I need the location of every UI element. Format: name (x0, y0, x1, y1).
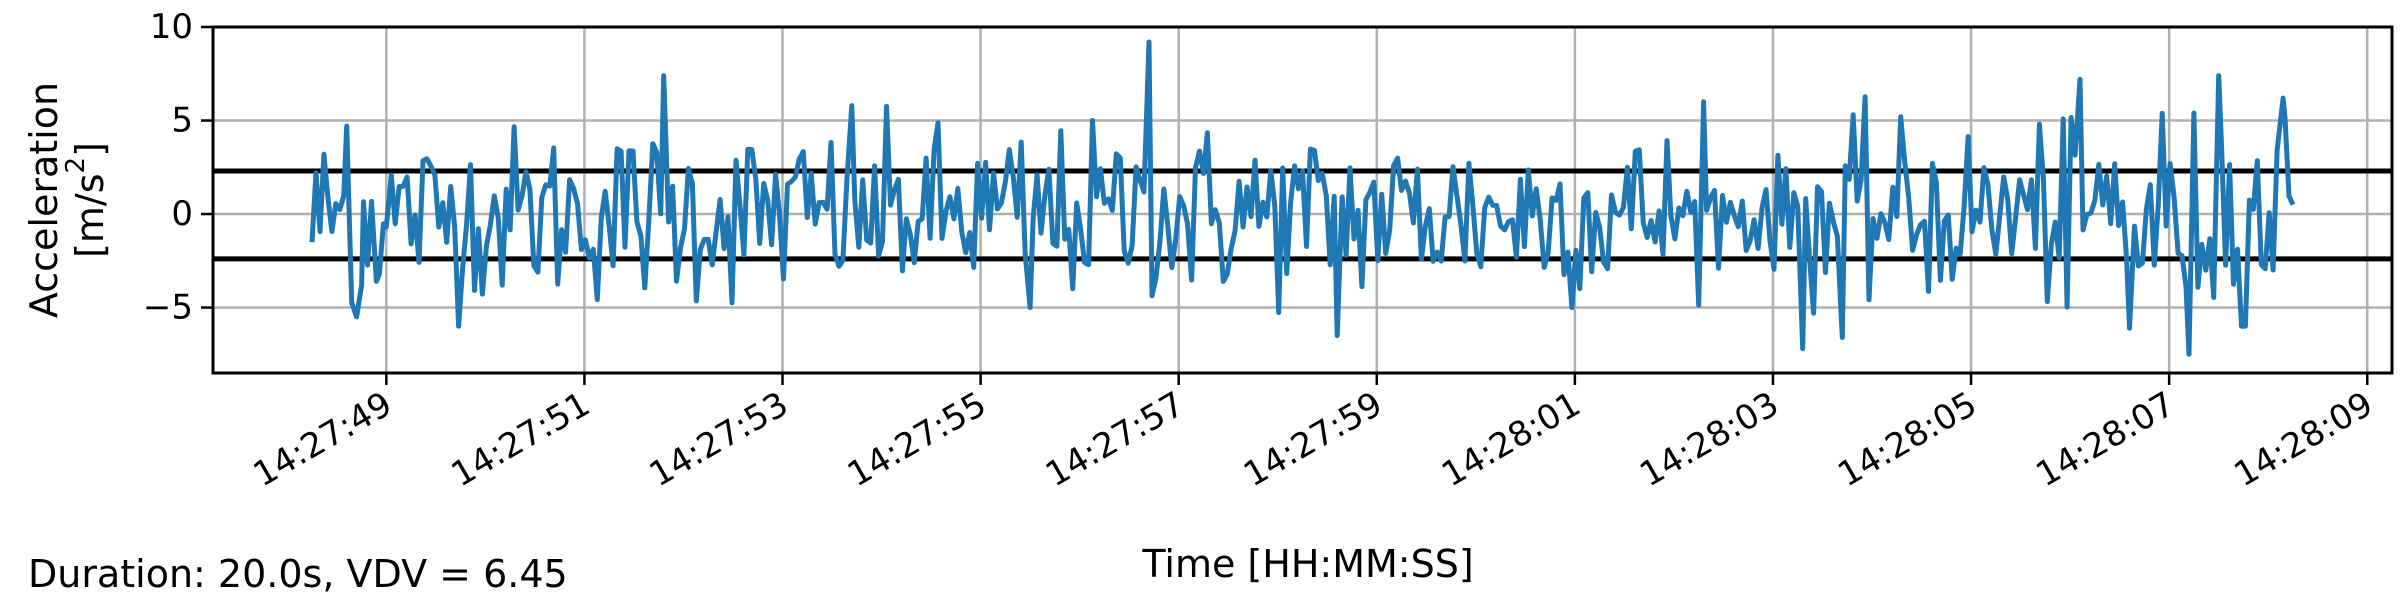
y-tick-label: 10 (150, 7, 193, 47)
axes (211, 25, 2394, 375)
x-tick-label: 14:27:51 (445, 384, 597, 495)
x-tick-label: 14:27:59 (1237, 384, 1389, 495)
x-ticks: 14:27:49 14:27:51 14:27:53 14:27:55 14:27:57… (247, 373, 2380, 495)
series-layer (309, 39, 2296, 357)
x-tick-label: 14:27:53 (643, 384, 795, 495)
duration-vdv-note: Duration: 20.0s, VDV = 6.45 (28, 552, 568, 596)
plot-frame (211, 25, 2394, 375)
x-tick-label: 14:27:49 (247, 384, 399, 495)
y-ticks: 10 5 0 −5 (143, 7, 213, 328)
y-tick-label: 5 (171, 101, 193, 141)
acceleration-series-line (309, 39, 2296, 357)
x-axis-label: Time [HH:MM:SS] (1141, 542, 1473, 586)
y-axis-label-line2: [m/s2] (61, 142, 112, 258)
x-tick-label: 14:27:55 (841, 384, 993, 495)
y-axis-label: Acceleration [m/s2] (22, 82, 112, 318)
y-axis-label-line1: Acceleration (22, 82, 66, 318)
x-tick-label: 14:27:57 (1039, 384, 1191, 495)
x-tick-label: 14:28:03 (1633, 384, 1785, 495)
y-tick-label: 0 (171, 194, 193, 234)
y-tick-label: −5 (143, 288, 193, 328)
x-tick-label: 14:28:05 (1831, 384, 1983, 495)
y-axis-label-unit: [m/s (68, 173, 112, 257)
y-axis-label-exponent: 2 (61, 157, 91, 174)
y-axis-label-close: ] (68, 142, 112, 157)
x-tick-label: 14:28:01 (1435, 384, 1587, 495)
x-tick-label: 14:28:07 (2029, 384, 2181, 495)
x-tick-label: 14:28:09 (2227, 384, 2379, 495)
